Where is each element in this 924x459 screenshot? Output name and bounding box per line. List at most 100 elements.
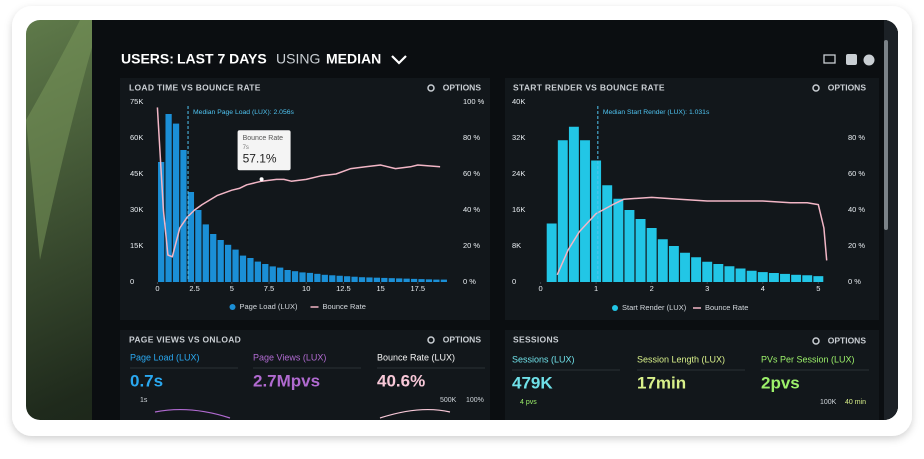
panel-title: START RENDER VS BOUNCE RATE <box>513 82 665 92</box>
bar <box>724 266 735 282</box>
bar <box>568 126 579 282</box>
bar <box>187 192 195 282</box>
y-tick-label: 40K <box>512 97 525 106</box>
bar <box>217 240 224 282</box>
axis-label: 100K <box>820 399 837 406</box>
icon-share[interactable] <box>846 54 857 65</box>
bar <box>735 268 746 282</box>
bar <box>269 266 276 282</box>
x-tick-label: 5 <box>816 284 820 293</box>
bar <box>613 198 624 282</box>
bar <box>210 234 217 282</box>
bar <box>351 276 358 282</box>
x-tick-label: 0 <box>155 284 159 293</box>
header-period[interactable]: LAST 7 DAYS <box>177 51 267 67</box>
bar <box>433 279 440 282</box>
bar <box>202 224 209 282</box>
bar <box>802 275 813 282</box>
y-tick-label: 16K <box>512 205 525 214</box>
options-button[interactable]: OPTIONS <box>443 82 482 92</box>
y2-tick-label: 20 % <box>463 241 480 250</box>
x-tick-label: 2.5 <box>189 284 199 293</box>
tooltip-value: 57.1% <box>243 151 277 165</box>
header-using: USING <box>276 51 320 67</box>
legend-label: Bounce Rate <box>323 302 366 311</box>
x-tick-label: 3 <box>705 284 709 293</box>
bar <box>254 261 261 282</box>
x-tick-label: 10 <box>302 284 310 293</box>
x-tick-label: 2 <box>650 284 654 293</box>
bar <box>557 140 568 282</box>
bar <box>239 255 247 282</box>
metric-label: PVs Per Session (LUX) <box>761 354 855 364</box>
legend-swatch <box>229 304 236 310</box>
y2-tick-label: 60 % <box>463 169 480 178</box>
bar <box>291 271 299 282</box>
bar <box>388 278 395 282</box>
bar <box>813 276 824 282</box>
panel <box>505 330 879 420</box>
bar <box>580 140 590 282</box>
y-tick-label: 30K <box>130 205 143 214</box>
metric-value: 2.7Mpvs <box>253 371 320 390</box>
legend-swatch <box>612 305 618 311</box>
header-method[interactable]: MEDIAN <box>326 51 381 67</box>
bar <box>713 264 724 282</box>
bar <box>180 150 187 282</box>
median-label: Median Page Load (LUX): 2.056s <box>193 109 294 116</box>
bar <box>680 252 690 282</box>
bar <box>410 278 418 282</box>
bar <box>336 275 343 282</box>
icon-monitor[interactable] <box>823 54 836 64</box>
bar <box>172 123 180 282</box>
icon-help[interactable] <box>863 54 875 66</box>
y-tick-label: 0 <box>130 277 134 286</box>
bar <box>691 257 702 282</box>
options-button[interactable]: OPTIONS <box>443 334 482 344</box>
chevron[interactable] <box>391 55 407 65</box>
bar <box>232 249 239 282</box>
bar <box>780 273 790 282</box>
bar <box>314 273 321 282</box>
bar <box>668 246 679 282</box>
y-tick-label: 60K <box>130 133 143 142</box>
bar <box>358 277 366 282</box>
bounce-line <box>556 196 828 276</box>
options-button[interactable]: OPTIONS <box>828 82 867 92</box>
leaf <box>26 20 100 260</box>
bar <box>158 162 165 282</box>
y2-tick-label: 80 % <box>848 133 865 142</box>
sparkline <box>154 408 231 419</box>
x-tick-label: 0 <box>538 284 542 293</box>
bar <box>224 244 232 282</box>
y2-tick-label: 0 % <box>848 277 861 286</box>
bar <box>396 278 403 282</box>
metric-label: Session Length (LUX) <box>637 354 725 364</box>
bar <box>646 228 657 282</box>
scrollbar[interactable] <box>884 40 888 230</box>
bar <box>381 277 388 282</box>
y2-tick-label: 40 % <box>463 205 480 214</box>
x-tick-label: 5 <box>230 284 234 293</box>
y2-tick-label: 0 % <box>463 277 476 286</box>
metric-value: 0.7s <box>130 371 163 390</box>
tooltip-title: Bounce Rate <box>243 135 284 142</box>
y-tick-label: 75K <box>130 97 143 106</box>
panel-title: PAGE VIEWS VS ONLOAD <box>129 334 241 344</box>
axis-label: 1s <box>140 397 148 404</box>
bar <box>403 278 410 282</box>
bar <box>602 185 613 282</box>
y-tick-label: 0 <box>512 277 516 286</box>
metric-label: Bounce Rate (LUX) <box>377 352 455 362</box>
x-tick-label: 15 <box>376 284 384 293</box>
tooltip-box <box>237 130 291 171</box>
bounce-line <box>156 107 441 258</box>
bar <box>344 276 351 282</box>
bar <box>284 270 291 282</box>
y2-tick-label: 40 % <box>848 205 865 214</box>
gear-icon <box>427 84 435 92</box>
metric-label: Page Views (LUX) <box>253 352 326 362</box>
options-button[interactable]: OPTIONS <box>828 335 867 345</box>
